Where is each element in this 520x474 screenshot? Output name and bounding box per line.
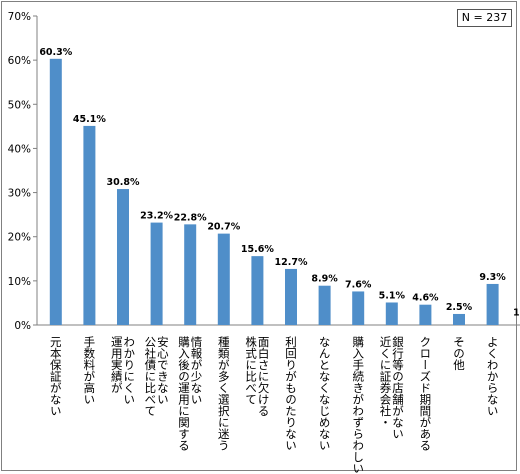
category-label: 公社債に比べて	[143, 336, 157, 417]
bar	[217, 233, 230, 325]
bar	[453, 313, 465, 325]
category-label: 安心できない	[156, 335, 170, 405]
bar	[251, 256, 264, 325]
category-label: クローズド期間がある	[418, 336, 432, 451]
y-tick-label: 40%	[8, 143, 31, 155]
sample-size-badge: N = 237	[457, 9, 512, 27]
category-label: 株式に比べて	[244, 335, 258, 405]
value-label: 60.3%	[39, 47, 72, 58]
chart-bars	[49, 58, 499, 325]
value-label: 2.5%	[446, 302, 473, 313]
value-label: 22.8%	[174, 212, 207, 223]
category-label: 利回りがものたりない	[284, 336, 298, 451]
y-tick-label: 50%	[8, 99, 31, 111]
value-label: 15.6%	[241, 244, 274, 255]
category-label: 面白さに欠ける	[257, 336, 271, 417]
y-tick-label: 20%	[8, 232, 31, 244]
value-label: 12.7%	[275, 257, 308, 268]
category-label: 近くに証券会社・	[379, 336, 393, 428]
bar	[285, 268, 297, 325]
category-label: 情報が少ない	[189, 336, 203, 405]
category-label: 種類が多く選択に迷う	[217, 335, 231, 451]
bar	[318, 285, 331, 325]
category-label: 元本保証がない	[49, 336, 63, 417]
bar	[150, 222, 163, 325]
value-label: 7.6%	[345, 279, 372, 290]
y-tick-label: 10%	[8, 276, 31, 288]
value-label: 23.2%	[140, 211, 173, 222]
value-labels: 60.3% 45.1% 30.8% 23.2% 22.8%20.7%15.6%12.7%…	[39, 47, 520, 318]
category-label: よくわからない	[486, 336, 500, 417]
value-label: 20.7%	[207, 222, 240, 233]
y-tick-label: 30%	[8, 188, 31, 200]
bar	[352, 291, 365, 325]
value-label: 8.9%	[311, 274, 338, 285]
bar	[83, 125, 96, 325]
category-label: 手数料が高い	[82, 335, 96, 405]
value-label: 4.6%	[412, 293, 439, 304]
bar	[184, 224, 197, 325]
category-label: 購入後の運用に関する	[177, 335, 191, 451]
bar	[419, 304, 432, 325]
category-label: 運用実績が	[110, 336, 124, 394]
category-label: なんとなくなじめない	[318, 336, 332, 451]
category-label: その他	[452, 336, 466, 371]
y-tick-label: 70%	[8, 11, 31, 23]
value-label: 30.8%	[107, 177, 140, 188]
y-tick-label: 60%	[8, 55, 31, 67]
value-label: 45.1%	[73, 114, 106, 125]
value-label: 5.1%	[379, 290, 406, 301]
y-tick-label: 0%	[14, 320, 31, 332]
bar	[117, 189, 129, 325]
value-label: 1.3%	[513, 307, 520, 318]
category-label: わかりにくい	[122, 336, 136, 405]
category-label: 購入手続きがわずらわしい	[351, 335, 365, 474]
bar	[49, 58, 62, 325]
category-label: 銀行等の店舗がない	[391, 335, 405, 439]
value-label: 9.3%	[479, 272, 506, 283]
bar	[385, 302, 398, 325]
bar	[486, 283, 499, 325]
